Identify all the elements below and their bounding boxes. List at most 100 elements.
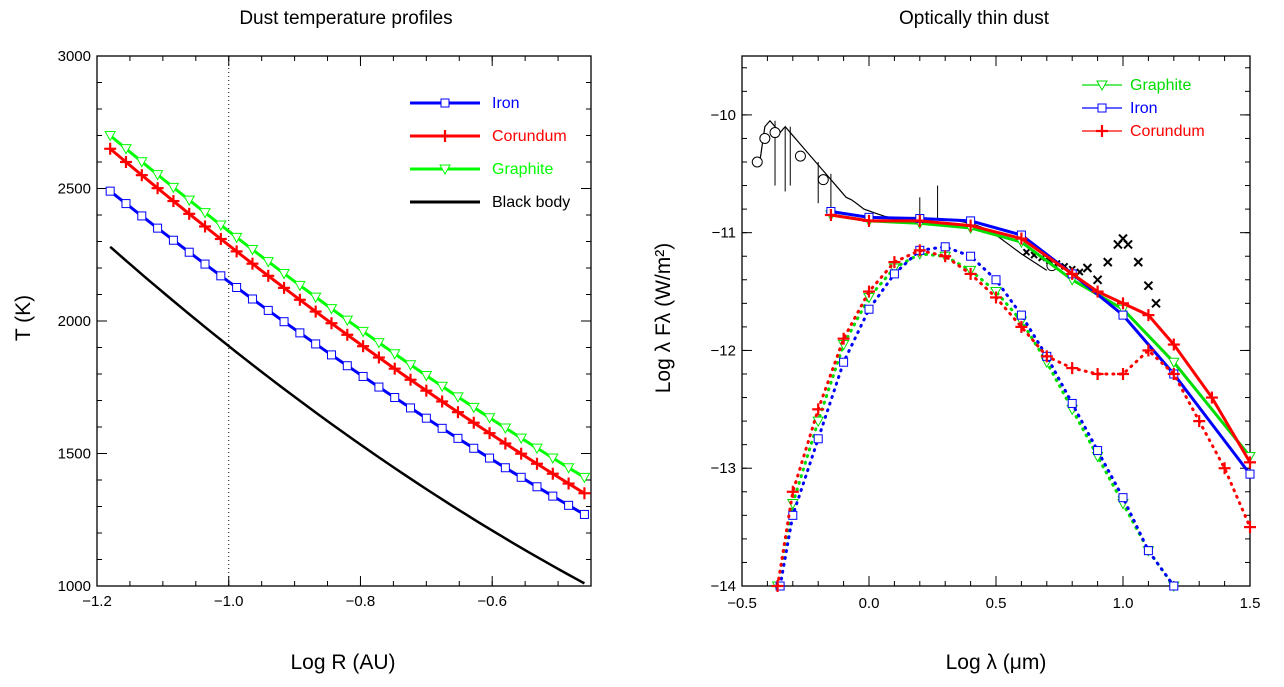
model-total-marker bbox=[964, 219, 977, 232]
model-dust-marker bbox=[990, 291, 1002, 304]
series-marker bbox=[531, 443, 543, 455]
series-marker bbox=[357, 340, 370, 353]
model-dust-marker bbox=[1093, 446, 1103, 456]
series-marker bbox=[390, 393, 400, 403]
model-total-marker bbox=[1205, 391, 1218, 404]
series-marker bbox=[579, 509, 589, 519]
series-marker bbox=[167, 182, 180, 194]
series-marker bbox=[325, 317, 338, 330]
model-dust-marker bbox=[913, 244, 926, 257]
series-marker bbox=[374, 382, 384, 392]
series-marker bbox=[483, 413, 496, 424]
series-marker bbox=[341, 315, 354, 327]
model-dust-marker bbox=[839, 357, 849, 367]
model-total-marker bbox=[1244, 456, 1256, 469]
photometry-point bbox=[817, 174, 829, 186]
x-axis-title-left: Log R (AU) bbox=[290, 651, 395, 674]
chart-title-left: Dust temperature profiles bbox=[239, 8, 452, 29]
observed-spectrum-line bbox=[759, 119, 1048, 271]
y-tick-label: 1500 bbox=[58, 446, 91, 463]
model-dust-marker bbox=[1117, 368, 1129, 380]
y-tick-label: −12 bbox=[711, 342, 736, 359]
series-marker bbox=[485, 453, 495, 463]
chart-title-right: Optically thin dust bbox=[899, 8, 1050, 29]
y-tick-label: −10 bbox=[711, 107, 736, 124]
series-marker bbox=[436, 395, 449, 408]
legend-marker bbox=[439, 130, 451, 142]
series-marker bbox=[295, 328, 305, 338]
series-marker bbox=[373, 338, 385, 349]
series-marker bbox=[135, 169, 148, 182]
model-dust-marker bbox=[1193, 415, 1206, 428]
model-dust-marker bbox=[786, 485, 799, 498]
series-marker bbox=[151, 170, 164, 181]
ticks-left: −1.2 −1.0 −0.8 −0.6 1000 1500 2000 2500 3000 bbox=[58, 48, 591, 610]
series-marker bbox=[262, 269, 275, 282]
series-marker bbox=[232, 282, 242, 292]
series-marker bbox=[247, 294, 257, 304]
series-marker bbox=[453, 433, 463, 443]
model-dust-marker bbox=[889, 269, 899, 279]
model-dust-marker bbox=[1016, 310, 1026, 320]
series-marker bbox=[199, 220, 212, 233]
series-marker bbox=[516, 472, 526, 482]
series-marker bbox=[499, 437, 512, 450]
series-marker bbox=[483, 427, 496, 440]
series-marker bbox=[420, 371, 433, 382]
series-marker bbox=[230, 245, 243, 258]
silicate-feature-point bbox=[1151, 298, 1161, 309]
legend-marker bbox=[439, 164, 451, 176]
model-dust-marker bbox=[864, 304, 874, 314]
model-dust-marker bbox=[837, 332, 850, 345]
series-marker bbox=[246, 245, 259, 256]
y-tick-label: 1000 bbox=[58, 578, 91, 595]
y-tick-label: −14 bbox=[711, 578, 736, 595]
series-marker bbox=[168, 235, 178, 245]
model-dust-marker bbox=[863, 285, 875, 298]
series-line-black-body bbox=[109, 245, 586, 585]
series-marker bbox=[578, 472, 591, 484]
series-marker bbox=[120, 144, 132, 155]
model-total-marker bbox=[824, 209, 837, 221]
series-marker bbox=[309, 305, 322, 318]
series-marker bbox=[500, 463, 510, 473]
model-total-marker bbox=[1066, 267, 1079, 280]
model-total-marker bbox=[1118, 310, 1128, 320]
series-marker bbox=[358, 371, 368, 381]
silicate-feature-point-b bbox=[1082, 263, 1093, 273]
series-marker bbox=[278, 269, 290, 280]
series-marker bbox=[404, 373, 417, 386]
series-marker bbox=[309, 292, 322, 304]
series-marker bbox=[452, 392, 464, 403]
series-marker bbox=[325, 304, 338, 315]
series-marker bbox=[119, 156, 132, 169]
model-total-corundum bbox=[830, 213, 1252, 464]
legend-label: Iron bbox=[492, 95, 520, 112]
spectrum-cross-b bbox=[1022, 248, 1031, 256]
legend-marker bbox=[440, 98, 450, 108]
model-dust-marker bbox=[940, 242, 950, 252]
series-marker bbox=[467, 416, 480, 429]
x-tick-label: −1.2 bbox=[82, 593, 112, 610]
x-tick-label: 1.5 bbox=[1240, 595, 1261, 612]
series-marker bbox=[562, 463, 575, 474]
model-dust-marker bbox=[1067, 398, 1077, 408]
x-axis-title-right: Log λ (μm) bbox=[946, 651, 1047, 674]
model-total-marker bbox=[1091, 285, 1104, 298]
x-tick-label: 0.0 bbox=[859, 595, 880, 612]
series-marker bbox=[105, 186, 115, 196]
series-marker bbox=[214, 232, 227, 245]
series-right bbox=[751, 119, 1256, 593]
series-marker bbox=[530, 457, 543, 470]
model-dust-marker bbox=[1091, 368, 1104, 380]
series-marker bbox=[326, 350, 336, 360]
x-tick-label: −0.6 bbox=[477, 593, 507, 610]
model-dust-marker bbox=[1218, 462, 1231, 475]
legend-marker bbox=[1096, 125, 1108, 137]
photometry-point bbox=[751, 156, 763, 168]
silicate-feature-point-b bbox=[1143, 280, 1154, 291]
model-dust-marker bbox=[1040, 350, 1053, 363]
series-marker bbox=[153, 223, 163, 233]
silicate-feature-point-b bbox=[1151, 298, 1161, 309]
